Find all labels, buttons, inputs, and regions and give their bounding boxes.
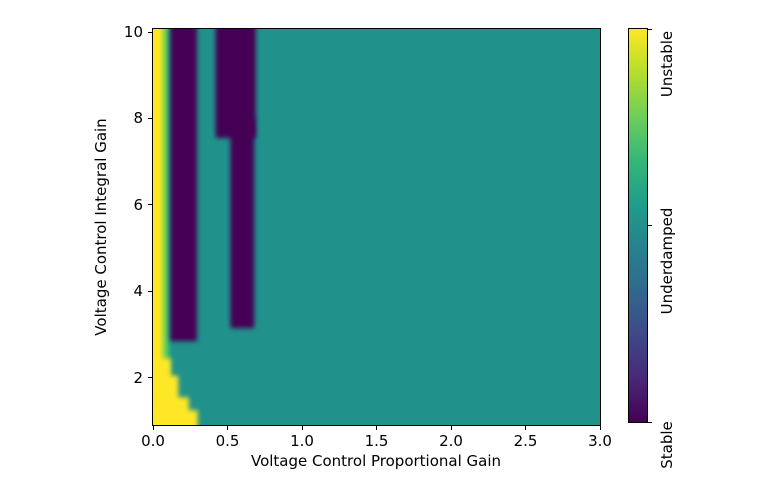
y-axis-label: Voltage Control Integral Gain xyxy=(92,118,110,336)
x-tick-label: 2.0 xyxy=(439,432,463,450)
colorbar-tick-mark xyxy=(648,225,652,226)
region-stable xyxy=(170,29,197,342)
x-tick-mark xyxy=(450,426,452,430)
y-tick-mark xyxy=(148,204,152,206)
left-edge-gradient xyxy=(153,29,173,425)
heatmap-image xyxy=(153,29,600,425)
y-tick-mark xyxy=(148,31,152,33)
colorbar-label-stable: Stable xyxy=(658,421,676,469)
x-tick-label: 1.0 xyxy=(290,432,314,450)
heatmap-plot-area xyxy=(152,28,601,426)
colorbar-label-underdamped: Underdamped xyxy=(658,207,676,315)
y-tick-label: 4 xyxy=(133,282,143,301)
x-tick-mark xyxy=(227,426,228,430)
x-tick-mark xyxy=(152,426,154,430)
x-tick-label: 2.5 xyxy=(513,432,538,450)
colorbar-tick-mark xyxy=(648,28,652,30)
x-axis-label: Voltage Control Proportional Gain xyxy=(250,452,502,470)
x-tick-label: 0.5 xyxy=(215,432,240,450)
y-tick-mark xyxy=(148,377,152,379)
y-tick-mark xyxy=(148,117,152,119)
x-tick-label: 0.0 xyxy=(141,432,165,450)
colorbar xyxy=(628,28,648,423)
x-tick-mark xyxy=(301,426,303,430)
x-tick-label: 3.0 xyxy=(588,432,612,450)
region-stable xyxy=(230,118,255,329)
y-tick-mark xyxy=(148,290,152,292)
x-tick-mark xyxy=(376,426,377,430)
y-tick-label: 10 xyxy=(123,22,143,41)
x-tick-mark xyxy=(525,426,526,430)
region-unstable xyxy=(153,410,198,425)
y-tick-label: 8 xyxy=(133,109,143,128)
y-tick-label: 6 xyxy=(133,195,143,214)
y-tick-label: 2 xyxy=(133,368,143,387)
colorbar-label-unstable: Unstable xyxy=(658,30,676,98)
x-tick-mark xyxy=(599,426,601,430)
x-tick-label: 1.5 xyxy=(364,432,389,450)
colorbar-tick-mark xyxy=(648,421,652,423)
